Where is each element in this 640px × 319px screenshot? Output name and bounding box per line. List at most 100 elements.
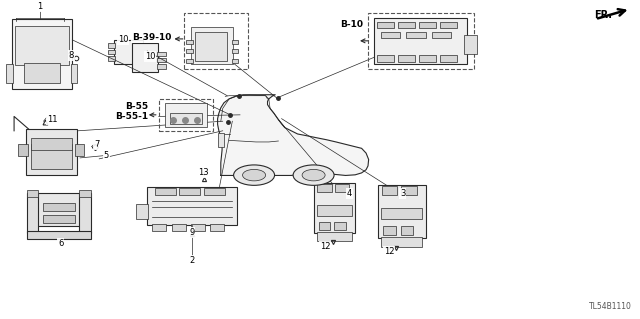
Bar xyxy=(440,22,457,28)
Text: 7: 7 xyxy=(94,140,99,149)
Bar xyxy=(381,237,422,247)
Bar xyxy=(152,224,166,231)
Text: FR.: FR. xyxy=(594,10,612,20)
Bar xyxy=(108,43,115,48)
Bar xyxy=(401,186,417,195)
Bar xyxy=(157,64,166,69)
Bar xyxy=(18,144,28,156)
Bar xyxy=(218,133,224,147)
Bar xyxy=(381,208,422,219)
Text: 8: 8 xyxy=(68,51,74,60)
Bar xyxy=(26,129,77,175)
Text: 2: 2 xyxy=(189,256,195,265)
Bar xyxy=(186,40,193,44)
Text: 3: 3 xyxy=(400,189,405,198)
Bar xyxy=(440,55,457,62)
Bar xyxy=(314,183,355,233)
Bar xyxy=(335,184,349,192)
Text: 12: 12 xyxy=(384,247,394,256)
Bar xyxy=(27,231,91,239)
Bar xyxy=(317,184,332,192)
Bar xyxy=(232,40,238,44)
Bar xyxy=(368,13,474,69)
Bar xyxy=(157,58,166,62)
Bar xyxy=(319,222,330,230)
Bar xyxy=(210,224,224,231)
Bar xyxy=(232,49,238,53)
Bar xyxy=(165,103,207,127)
Circle shape xyxy=(243,169,266,181)
Bar xyxy=(170,113,202,124)
Bar xyxy=(159,99,213,131)
Bar xyxy=(432,32,451,38)
Bar xyxy=(43,203,75,211)
Circle shape xyxy=(302,169,325,181)
Bar xyxy=(204,188,225,195)
Text: 13: 13 xyxy=(198,168,209,177)
Bar xyxy=(71,64,77,83)
Bar xyxy=(377,22,394,28)
Text: B-10: B-10 xyxy=(340,20,364,29)
Bar xyxy=(334,222,346,230)
Bar xyxy=(136,204,148,219)
Text: 9: 9 xyxy=(189,228,195,237)
Text: 10: 10 xyxy=(118,35,128,44)
Text: 1: 1 xyxy=(37,2,42,11)
Bar xyxy=(12,19,72,89)
Bar xyxy=(31,138,72,150)
Text: B-55: B-55 xyxy=(125,102,148,111)
Bar xyxy=(6,64,13,83)
Bar xyxy=(381,32,400,38)
Bar xyxy=(374,18,467,64)
Text: 11: 11 xyxy=(47,115,57,124)
Bar xyxy=(195,32,227,61)
Bar xyxy=(114,40,143,64)
Bar xyxy=(75,144,84,156)
Bar xyxy=(15,26,69,65)
Bar xyxy=(191,224,205,231)
Text: B-55-1: B-55-1 xyxy=(115,112,148,121)
Bar xyxy=(406,32,426,38)
Bar xyxy=(141,50,149,54)
Bar xyxy=(464,35,477,54)
Bar xyxy=(141,43,149,48)
Bar xyxy=(27,190,38,197)
Bar xyxy=(232,59,238,63)
Polygon shape xyxy=(218,95,369,175)
Text: TL54B1110: TL54B1110 xyxy=(589,302,632,311)
Bar xyxy=(43,215,75,223)
Bar xyxy=(398,55,415,62)
Text: 6: 6 xyxy=(58,239,63,248)
Bar xyxy=(383,226,396,235)
Bar xyxy=(401,226,413,235)
Circle shape xyxy=(293,165,334,185)
Bar xyxy=(191,27,233,64)
Bar xyxy=(186,49,193,53)
Bar xyxy=(31,144,72,169)
Text: 5: 5 xyxy=(104,151,109,160)
Bar xyxy=(79,190,91,197)
Bar xyxy=(398,22,415,28)
Bar xyxy=(172,224,186,231)
Text: 4: 4 xyxy=(347,189,352,198)
Bar xyxy=(179,188,200,195)
Bar xyxy=(419,55,436,62)
Bar xyxy=(184,13,248,69)
Bar xyxy=(132,43,158,72)
Bar xyxy=(141,56,149,61)
Bar xyxy=(155,188,176,195)
Bar xyxy=(27,193,38,233)
Bar xyxy=(186,59,193,63)
Text: B-39-10: B-39-10 xyxy=(132,33,172,42)
Bar xyxy=(36,193,81,226)
Bar xyxy=(377,55,394,62)
Bar xyxy=(147,187,237,225)
Text: 10: 10 xyxy=(145,52,156,61)
Bar xyxy=(79,193,91,233)
Bar xyxy=(108,56,115,61)
Bar xyxy=(157,52,166,56)
Bar xyxy=(382,186,397,195)
Circle shape xyxy=(234,165,275,185)
Bar xyxy=(24,63,60,83)
Bar xyxy=(419,22,436,28)
